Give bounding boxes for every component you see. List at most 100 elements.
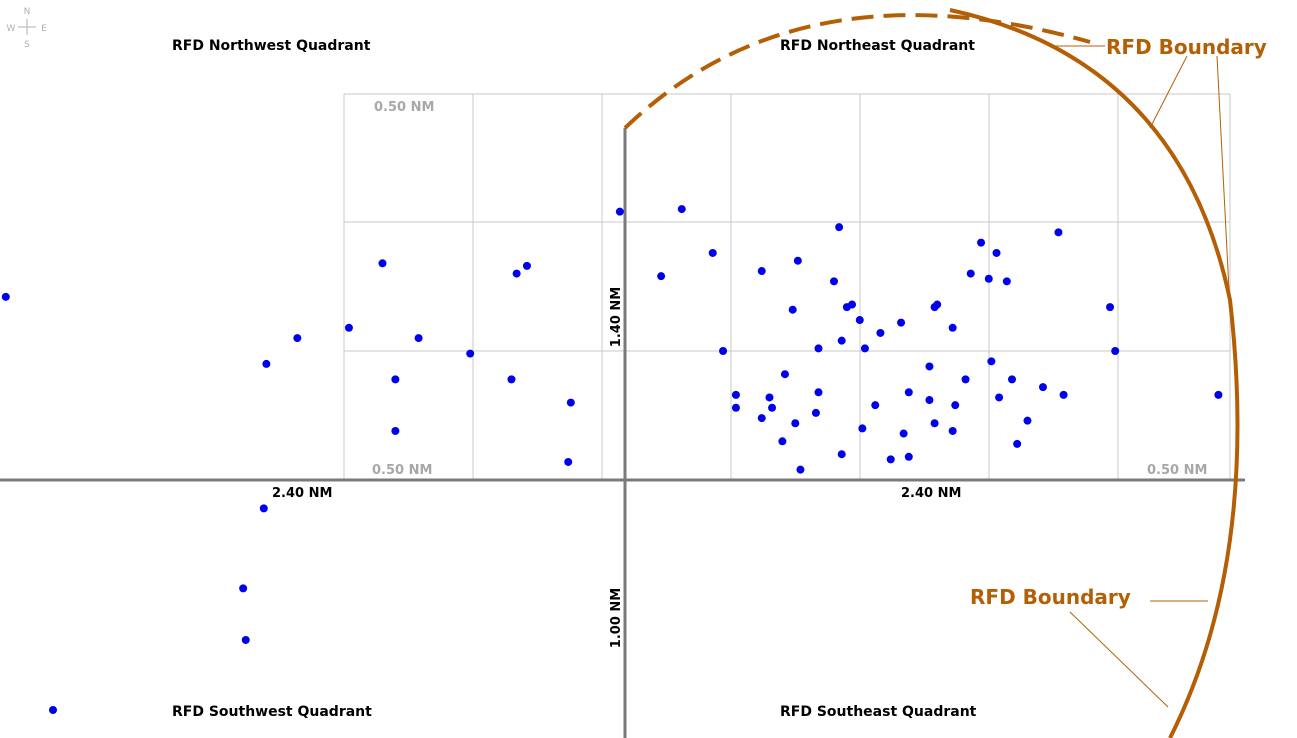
scatter-point <box>904 452 913 461</box>
scatter-point <box>995 393 1004 402</box>
scatter-point <box>512 269 521 278</box>
scatter-point <box>925 396 934 405</box>
axis-label-east: 2.40 NM <box>901 486 961 501</box>
scatter-point <box>904 388 913 397</box>
grid-label-bottom-right: 0.50 NM <box>1147 463 1207 478</box>
scatter-point <box>1002 277 1011 286</box>
scatter-point <box>378 259 387 268</box>
scatter-point <box>860 344 869 353</box>
scatter-point <box>848 300 857 309</box>
scatter-point <box>899 429 908 438</box>
scatter-point <box>466 349 475 358</box>
scatter-point <box>778 437 787 446</box>
scatter-point <box>987 357 996 366</box>
scatter-point <box>1106 303 1115 312</box>
scatter-point <box>239 584 248 593</box>
scatter-point <box>507 375 516 384</box>
scatter-point <box>933 300 942 309</box>
scatter-point <box>677 205 686 214</box>
scatter-point <box>757 414 766 423</box>
scatter-point <box>262 359 271 368</box>
scatter-point <box>855 316 864 325</box>
scatter-point <box>615 207 624 216</box>
scatter-point <box>961 375 970 384</box>
scatter-point <box>241 635 250 644</box>
boundary-label-lower: RFD Boundary <box>970 585 1131 609</box>
scatter-point <box>731 390 740 399</box>
scatter-point <box>780 370 789 379</box>
scatter-point <box>876 328 885 337</box>
scatter-point <box>837 450 846 459</box>
scatter-point <box>835 223 844 232</box>
scatter-point <box>1008 375 1016 384</box>
compass-east: E <box>41 24 47 34</box>
scatter-point <box>344 323 353 332</box>
scatter-point <box>768 403 777 412</box>
boundary-leader-line <box>1069 611 1169 708</box>
quadrant-label-southeast: RFD Southeast Quadrant <box>780 704 977 720</box>
quadrant-label-southwest: RFD Southwest Quadrant <box>172 704 372 720</box>
scatter-point <box>293 334 302 343</box>
scatter-point <box>966 269 975 278</box>
scatter-point <box>1013 439 1022 448</box>
scatter-point <box>1214 390 1223 399</box>
scatter-point <box>814 388 823 397</box>
scatter-point <box>814 344 823 353</box>
scatter-point <box>657 272 666 281</box>
scatter-point <box>858 424 867 433</box>
scatter-point <box>788 305 797 314</box>
scatter-point <box>414 334 423 343</box>
axes <box>0 128 1245 738</box>
scatter-point <box>951 401 960 410</box>
scatter-point <box>992 248 1001 257</box>
scatter-point <box>1 292 10 301</box>
rfd-boundary <box>623 8 1240 738</box>
scatter-point <box>1054 228 1063 237</box>
axis-label-south: 1.00 NM <box>609 588 624 648</box>
scatter-point <box>564 457 573 466</box>
quadrant-label-northeast: RFD Northeast Quadrant <box>780 38 975 54</box>
scatter-point <box>837 336 846 345</box>
scatter-point <box>719 347 728 355</box>
scatter-point <box>930 419 939 428</box>
scatter-point <box>811 408 820 417</box>
scatter-point <box>1059 390 1068 399</box>
scatter-point <box>977 238 986 247</box>
scatter-point <box>259 504 268 513</box>
scatter-point <box>1111 347 1120 355</box>
scatter-point <box>871 401 880 410</box>
scatter-point <box>948 426 957 435</box>
axis-label-west: 2.40 NM <box>272 486 332 501</box>
scatter-point <box>897 318 906 327</box>
scatter-point <box>1038 383 1047 392</box>
scatter-point <box>925 362 934 371</box>
scatter-point <box>708 248 717 257</box>
boundary-leader-line <box>1149 55 1188 129</box>
scatter-point <box>391 375 400 384</box>
scatter-point <box>757 267 766 276</box>
grid-label-bottom-left: 0.50 NM <box>372 463 432 478</box>
scatter-point <box>522 261 531 270</box>
legend-marker <box>49 706 57 714</box>
scatter-points <box>1 205 1223 644</box>
scatter-point <box>796 465 805 474</box>
scatter-point <box>829 277 838 286</box>
compass-north: N <box>24 7 31 17</box>
grid-lines <box>343 93 1231 480</box>
scatter-point <box>793 256 802 265</box>
scatter-point <box>1023 416 1032 425</box>
compass-west: W <box>7 24 16 34</box>
scatter-point <box>391 426 400 435</box>
grid-label-top-left: 0.50 NM <box>374 100 434 115</box>
rfd-boundary-dashed-arc <box>623 13 1091 130</box>
scatter-point <box>731 403 740 412</box>
quadrant-label-northwest: RFD Northwest Quadrant <box>172 38 371 54</box>
boundary-callouts: RFD Boundary RFD Boundary <box>970 35 1267 708</box>
scatter-point <box>566 398 575 407</box>
boundary-label-upper: RFD Boundary <box>1106 35 1267 59</box>
rfd-boundary-solid-arc <box>949 8 1240 738</box>
compass-south: S <box>24 40 30 50</box>
boundary-leader-line <box>1216 55 1230 291</box>
axis-label-north: 1.40 NM <box>609 287 624 347</box>
